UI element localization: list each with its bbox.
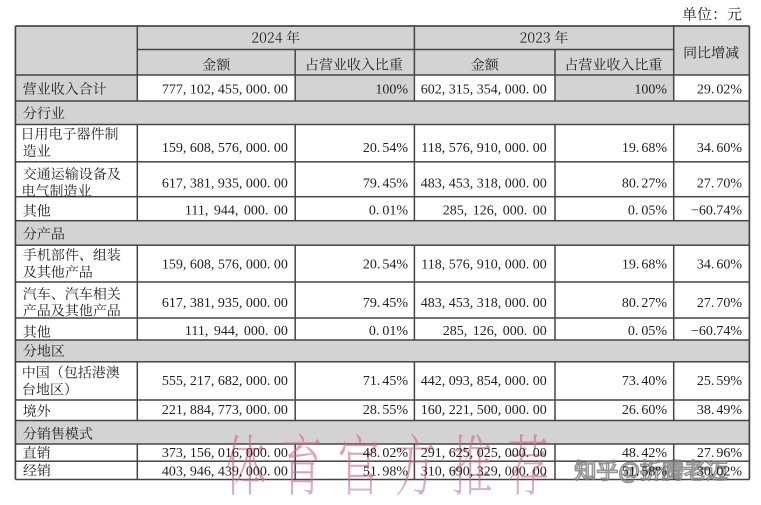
svg-text:34.60%: 34.60% <box>697 141 743 156</box>
svg-text:0.05%: 0.05% <box>628 204 668 219</box>
svg-text:79.45%: 79.45% <box>363 177 409 192</box>
svg-text:80.27%: 80.27% <box>622 296 668 311</box>
svg-text:25.59%: 25.59% <box>697 374 743 389</box>
svg-text:0.01%: 0.01% <box>369 204 409 219</box>
svg-text:−60.74%: −60.74% <box>691 204 742 219</box>
svg-text:777,102,455,000.00: 777,102,455,000.00 <box>162 83 288 98</box>
svg-text:27.70%: 27.70% <box>697 296 743 311</box>
svg-text:0.01%: 0.01% <box>369 324 409 339</box>
svg-text:555,217,682,000.00: 555,217,682,000.00 <box>162 374 288 389</box>
svg-text:118,576,910,000.00: 118,576,910,000.00 <box>421 141 546 156</box>
svg-text:20.54%: 20.54% <box>363 258 409 273</box>
svg-text:442,093,854,000.00: 442,093,854,000.00 <box>421 374 547 389</box>
svg-text:617,381,935,000.00: 617,381,935,000.00 <box>162 296 288 311</box>
svg-text:27.96%: 27.96% <box>697 446 743 461</box>
svg-text:483,453,318,000.00: 483,453,318,000.00 <box>421 177 547 192</box>
svg-text:26.60%: 26.60% <box>622 403 668 418</box>
svg-text:617,381,935,000.00: 617,381,935,000.00 <box>162 177 288 192</box>
svg-text:310,690,329,000.00: 310,690,329,000.00 <box>421 464 547 479</box>
svg-text:20.54%: 20.54% <box>363 141 409 156</box>
svg-text:29.02%: 29.02% <box>697 83 743 98</box>
svg-text:403,946,439,000.00: 403,946,439,000.00 <box>162 464 288 479</box>
svg-text:0.05%: 0.05% <box>628 324 668 339</box>
svg-text:−60.74%: −60.74% <box>691 324 742 339</box>
svg-text:602,315,354,000.00: 602,315,354,000.00 <box>421 83 547 98</box>
svg-text:28.55%: 28.55% <box>363 403 409 418</box>
svg-text:51.98%: 51.98% <box>363 464 409 479</box>
svg-text:48.02%: 48.02% <box>363 446 409 461</box>
svg-text:19.68%: 19.68% <box>622 258 668 273</box>
svg-text:160,221,500,000.00: 160,221,500,000.00 <box>421 403 547 418</box>
svg-text:38.49%: 38.49% <box>697 403 743 418</box>
svg-text:100%: 100% <box>375 83 408 98</box>
svg-text:73.40%: 73.40% <box>622 374 668 389</box>
svg-text:48.42%: 48.42% <box>622 446 668 461</box>
svg-text:34.60%: 34.60% <box>697 258 743 273</box>
svg-text:291,625,025,000.00: 291,625,025,000.00 <box>421 446 547 461</box>
svg-text:373,156,016,000.00: 373,156,016,000.00 <box>162 446 288 461</box>
svg-text:159,608,576,000.00: 159,608,576,000.00 <box>162 141 288 156</box>
svg-text:71.45%: 71.45% <box>363 374 409 389</box>
svg-text:118,576,910,000.00: 118,576,910,000.00 <box>421 258 546 273</box>
svg-text:27.70%: 27.70% <box>697 177 743 192</box>
svg-text:79.45%: 79.45% <box>363 296 409 311</box>
svg-text:100%: 100% <box>634 83 667 98</box>
svg-text:483,453,318,000.00: 483,453,318,000.00 <box>421 296 547 311</box>
svg-text:51.58%: 51.58% <box>622 464 668 479</box>
svg-text:19.68%: 19.68% <box>622 141 668 156</box>
svg-text:80.27%: 80.27% <box>622 177 668 192</box>
svg-text:159,608,576,000.00: 159,608,576,000.00 <box>162 258 288 273</box>
svg-text:221,884,773,000.00: 221,884,773,000.00 <box>162 403 288 418</box>
svg-text:30.02%: 30.02% <box>697 464 743 479</box>
